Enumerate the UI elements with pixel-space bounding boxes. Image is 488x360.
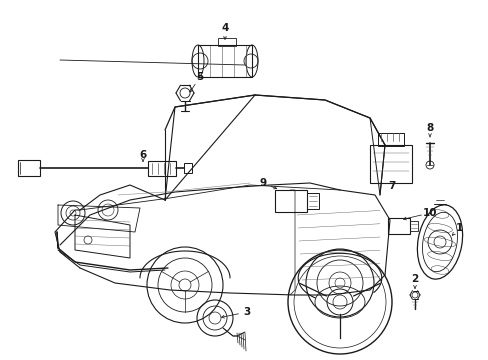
Text: 8: 8 bbox=[426, 123, 433, 133]
Bar bbox=[218, 38, 236, 46]
Bar bbox=[198, 45, 251, 77]
Bar bbox=[148, 161, 176, 176]
Text: 7: 7 bbox=[387, 181, 395, 191]
Bar bbox=[183, 163, 192, 173]
Text: 6: 6 bbox=[139, 150, 146, 160]
Bar bbox=[369, 145, 411, 183]
Text: 9: 9 bbox=[259, 178, 266, 188]
Text: 10: 10 bbox=[422, 208, 436, 218]
Text: 2: 2 bbox=[410, 274, 418, 284]
Text: 3: 3 bbox=[243, 307, 250, 317]
Bar bbox=[387, 218, 409, 234]
Bar bbox=[377, 133, 403, 146]
Text: 1: 1 bbox=[454, 223, 462, 233]
Text: 5: 5 bbox=[196, 72, 203, 82]
Bar bbox=[306, 193, 318, 209]
Bar bbox=[274, 190, 306, 212]
Bar bbox=[409, 221, 417, 231]
Bar bbox=[18, 160, 40, 176]
Text: 4: 4 bbox=[221, 23, 228, 33]
